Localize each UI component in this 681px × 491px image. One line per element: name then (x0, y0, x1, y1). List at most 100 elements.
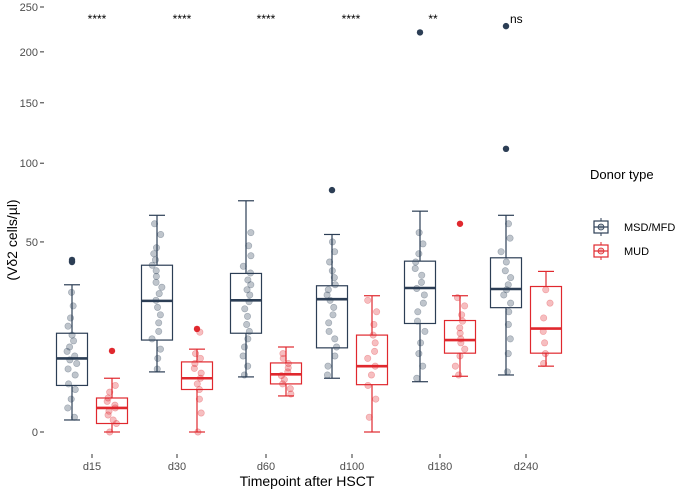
box-MUD-d60 (269, 346, 303, 398)
data-point (65, 380, 73, 388)
data-point (461, 345, 469, 353)
data-point (331, 281, 339, 289)
data-point (284, 368, 292, 376)
x-tick-label-d180: d180 (428, 461, 452, 473)
legend-label-MUD: MUD (624, 246, 649, 258)
x-tick-label-d15: d15 (83, 461, 101, 473)
data-point (506, 335, 514, 343)
data-point (367, 371, 375, 379)
significance-label-d60: **** (257, 12, 276, 26)
data-point (197, 409, 205, 417)
data-point (244, 335, 252, 343)
data-point (323, 371, 331, 379)
data-point (411, 264, 419, 272)
data-point (151, 256, 159, 264)
data-point (451, 362, 459, 370)
data-point (458, 311, 466, 319)
data-point (323, 291, 331, 299)
data-point (277, 372, 285, 380)
data-point (546, 299, 554, 307)
data-point (372, 395, 380, 403)
box-iqr (443, 319, 477, 354)
data-point (418, 271, 426, 279)
data-point (457, 339, 465, 347)
data-point (415, 229, 423, 237)
legend-point (597, 223, 605, 231)
data-point (539, 327, 547, 335)
data-point (369, 331, 377, 339)
data-point (365, 413, 373, 421)
data-point (103, 397, 111, 405)
data-point (193, 380, 201, 388)
box-MUD-d240 (529, 270, 563, 367)
data-point (63, 347, 71, 355)
data-point (190, 364, 198, 372)
x-axis-title: Timepoint after HSCT (240, 473, 375, 489)
data-point (69, 302, 77, 310)
data-point (111, 401, 119, 409)
data-point (324, 362, 332, 370)
data-point (247, 281, 255, 289)
outlier-point (416, 29, 424, 36)
box-iqr (529, 285, 563, 354)
box-iqr (95, 397, 129, 425)
significance-label-d100: **** (342, 12, 361, 26)
y-tick-label: 100 (20, 158, 38, 170)
data-point (279, 350, 287, 358)
data-point (503, 286, 511, 294)
data-point (419, 362, 427, 370)
data-point (504, 220, 512, 228)
data-point (457, 335, 465, 343)
data-point (502, 258, 510, 266)
box-iqr (489, 257, 523, 309)
data-point (284, 364, 292, 372)
data-point (245, 298, 253, 306)
data-point (456, 352, 464, 360)
data-point (148, 335, 156, 343)
data-point (64, 404, 72, 412)
data-point (333, 343, 341, 351)
data-point (371, 362, 379, 370)
x-tick-label-d100: d100 (340, 461, 364, 473)
data-point (325, 319, 333, 327)
data-point (66, 343, 74, 351)
outlier-point (502, 145, 510, 153)
data-point (111, 404, 119, 412)
data-point (456, 324, 464, 332)
x-tick-label-d240: d240 (514, 461, 538, 473)
plot-panel (44, 3, 570, 454)
data-point (244, 362, 252, 370)
data-point (245, 242, 253, 250)
data-point (370, 320, 378, 328)
data-point (331, 248, 339, 256)
box-MSD/MFD-d15 (55, 256, 89, 421)
data-point (106, 428, 114, 436)
box-iqr (315, 285, 349, 349)
data-point (326, 258, 334, 266)
data-point (417, 278, 425, 286)
data-point (196, 328, 204, 336)
outlier-point (68, 256, 76, 264)
data-point (330, 274, 338, 282)
y-tick-label: 150 (20, 98, 38, 110)
data-point (244, 312, 252, 320)
data-point (542, 286, 550, 294)
data-point (68, 288, 76, 296)
outlier-point (456, 220, 464, 227)
data-point (371, 339, 379, 347)
data-point (152, 278, 160, 286)
data-point (328, 238, 336, 246)
data-point (540, 359, 548, 367)
data-point (105, 407, 113, 415)
data-point (364, 381, 372, 389)
data-point (158, 283, 166, 291)
significance-label-d30: **** (173, 12, 192, 26)
y-tick-label: 0 (32, 427, 38, 439)
data-point (247, 252, 255, 260)
data-point (245, 327, 253, 335)
data-point (279, 354, 287, 362)
data-point (70, 337, 78, 345)
data-point (195, 395, 203, 403)
data-point (504, 350, 512, 358)
data-point (152, 296, 160, 304)
